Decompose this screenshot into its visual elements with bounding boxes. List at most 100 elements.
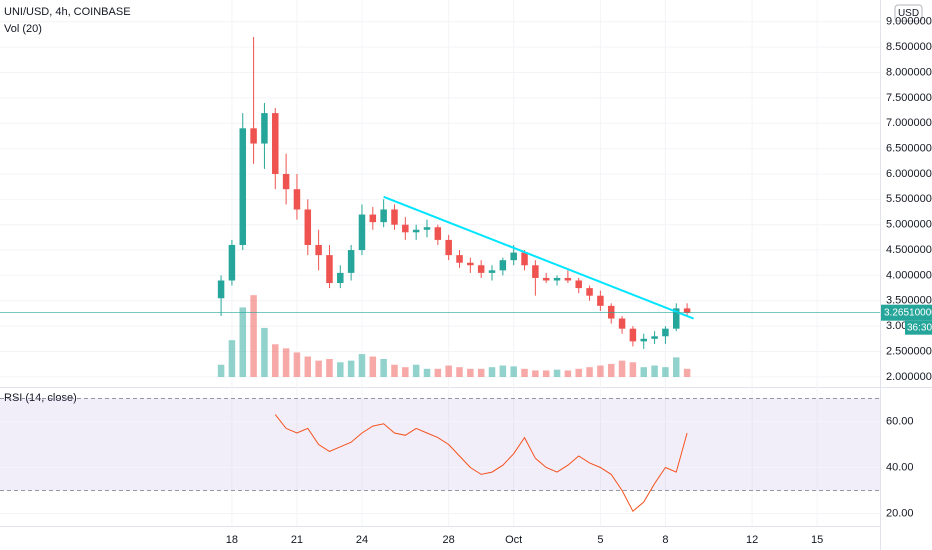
volume-bar [488, 367, 496, 377]
volume-bar [532, 370, 539, 377]
candle-body [282, 173, 290, 190]
volume-bar [337, 362, 344, 377]
candle-body [293, 189, 301, 210]
countdown-label: 36:30 [907, 322, 932, 333]
candle-body [640, 338, 647, 342]
volume-bar [445, 365, 452, 377]
candle-body [575, 280, 582, 289]
candle-body [347, 250, 355, 273]
currency-label[interactable]: USD [898, 8, 919, 19]
volume-bar [467, 368, 474, 377]
x-tick-label: Oct [505, 534, 522, 546]
volume-bar [391, 364, 398, 377]
candle-body [358, 214, 366, 251]
volume-bar [564, 370, 572, 377]
x-tick-label: 12 [746, 534, 758, 546]
volume-bar [239, 307, 247, 377]
volume-bar [586, 367, 593, 377]
candle-body [597, 295, 604, 306]
y-tick-label: 2.50000000 [886, 345, 932, 357]
volume-bar [683, 368, 691, 377]
y-tick-label: 2.00000000 [886, 371, 932, 383]
candle-body [467, 262, 474, 266]
y-tick-label: 4.50000000 [886, 244, 932, 256]
candle-body [553, 277, 561, 281]
symbol-title: UNI/USD, 4h, COINBASE [4, 6, 131, 18]
candle-body [662, 328, 669, 337]
y-tick-label: 7.00000000 [886, 117, 932, 129]
y-tick-label: 6.00000000 [886, 168, 932, 180]
candle-body [272, 113, 279, 174]
candle-body [380, 209, 387, 223]
volume-bar [304, 356, 312, 377]
last-price-label: 3.26510000 [884, 307, 932, 318]
volume-bar [250, 295, 257, 377]
x-tick-label: 28 [443, 534, 455, 546]
x-tick-label: 21 [291, 534, 303, 546]
y-tick-label: 8.00000000 [886, 66, 932, 78]
x-tick-label: 18 [226, 534, 238, 546]
candle-body [217, 280, 225, 299]
candle-body [542, 277, 550, 281]
volume-bar [293, 352, 301, 377]
volume-bar [272, 344, 279, 377]
candle-body [369, 214, 377, 223]
candle-body [477, 265, 485, 273]
y-tick-label: 5.00000000 [886, 219, 932, 231]
volume-bar [629, 362, 637, 377]
rsi-tick-label: 60.00 [886, 415, 914, 427]
candle-body [673, 308, 680, 329]
volume-bar [640, 367, 647, 377]
candle-body [510, 252, 517, 261]
volume-bar [597, 365, 604, 377]
candle-body [488, 270, 496, 273]
x-tick-label: 24 [356, 534, 368, 546]
volume-bar [228, 340, 236, 377]
candle-body [607, 305, 615, 319]
y-tick-label: 8.50000000 [886, 41, 932, 53]
rsi-tick-label: 20.00 [886, 507, 914, 519]
volume-bar [412, 364, 420, 377]
y-tick-label: 9.00000000 [886, 16, 932, 28]
y-tick-label: 6.50000000 [886, 143, 932, 155]
volume-bar [369, 356, 377, 377]
candle-body [391, 209, 398, 225]
candle-body [651, 336, 658, 339]
volume-bar [261, 327, 268, 377]
candle-body [629, 328, 637, 342]
volume-bar [607, 363, 615, 377]
rsi-tick-label: 40.00 [886, 461, 914, 473]
currency-button[interactable] [894, 4, 923, 22]
volume-label: Vol (20) [4, 23, 42, 35]
volume-bar [662, 367, 669, 377]
y-tick-label: 4.00000000 [886, 269, 932, 281]
candle-body [315, 244, 322, 256]
volume-bar [347, 360, 355, 377]
volume-bar [553, 369, 561, 377]
candle-body [337, 272, 344, 284]
countdown-tag [905, 320, 932, 335]
candle-body [423, 227, 431, 230]
x-tick-label: 5 [597, 534, 603, 546]
candle-body [261, 113, 268, 144]
candle-body [304, 209, 312, 245]
candle-body [445, 239, 452, 256]
volume-bar [358, 354, 366, 377]
volume-bar [380, 359, 387, 377]
candle-body [521, 252, 528, 266]
volume-bar [217, 364, 225, 377]
candle-body [326, 255, 333, 284]
volume-bar [477, 368, 485, 377]
candle-body [250, 128, 257, 144]
x-tick-label: 15 [811, 534, 823, 546]
rsi-line [274, 414, 688, 512]
candle-body [564, 277, 572, 281]
volume-bar [510, 366, 517, 377]
last-price-tag [881, 304, 932, 321]
volume-bar [315, 360, 322, 377]
candle-body [586, 288, 593, 296]
trendline [383, 195, 694, 320]
volume-bar [651, 365, 658, 377]
volume-bar [282, 348, 290, 377]
y-tick-label: 5.50000000 [886, 193, 932, 205]
